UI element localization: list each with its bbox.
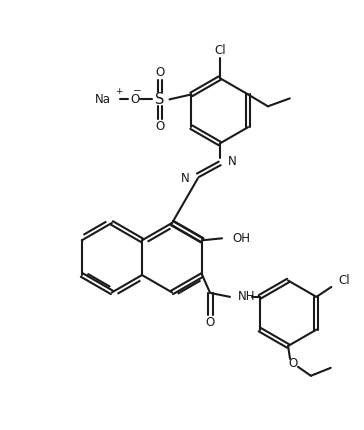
Text: Na: Na <box>95 93 111 106</box>
Text: O: O <box>155 66 164 79</box>
Text: O: O <box>155 120 164 133</box>
Text: OH: OH <box>232 232 250 245</box>
Text: Cl: Cl <box>214 44 226 57</box>
Text: O: O <box>288 357 298 370</box>
Text: +: + <box>115 87 123 96</box>
Text: O: O <box>205 316 215 329</box>
Text: N: N <box>228 155 236 168</box>
Text: −: − <box>132 86 141 96</box>
Text: O: O <box>130 93 139 106</box>
Text: Cl: Cl <box>338 274 350 288</box>
Text: S: S <box>155 92 164 107</box>
Text: NH: NH <box>238 290 256 304</box>
Text: N: N <box>181 172 190 185</box>
